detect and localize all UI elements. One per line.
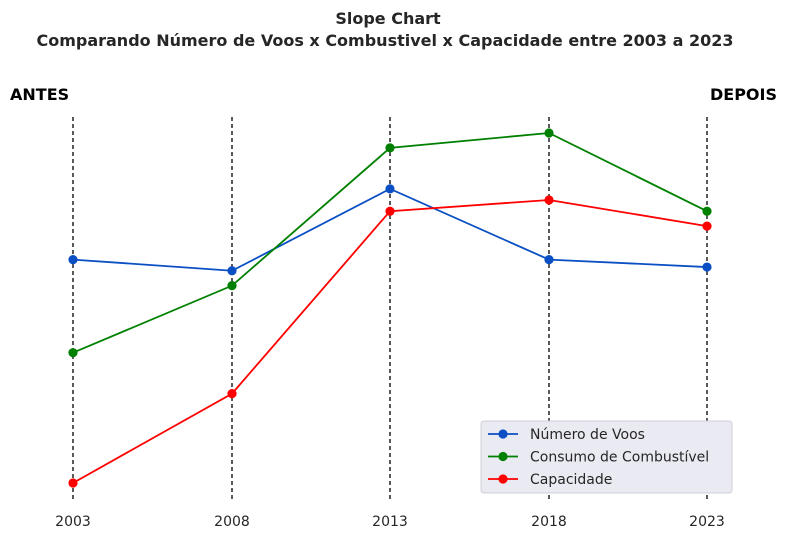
left-label-antes: ANTES [10,85,69,104]
series-layer [68,128,712,488]
legend: Número de Voos Consumo de Combustível Capa… [480,420,733,494]
chart-subtitle: Comparando Número de Voos x Combustivel … [36,31,733,50]
data-point-2-2023 [702,206,712,216]
vertical-reference-lines [72,117,708,500]
chart-title: Slope Chart [335,9,441,28]
legend-box [480,420,733,494]
x-tick-label-2013: 2013 [372,514,408,530]
x-tick-label-2008: 2008 [214,514,250,530]
data-point-3-2003 [68,478,78,488]
right-label-depois: DEPOIS [710,85,777,104]
series-3 [68,195,712,488]
data-point-1-2023 [702,262,712,272]
legend-label-1: Número de Voos [530,427,645,443]
legend-marker-3 [498,474,508,484]
series-line-2 [72,132,708,354]
data-point-3-2013 [385,206,395,216]
x-axis-tick-labels: 2003 2008 2013 2018 2023 [55,514,725,530]
data-point-3-2023 [702,221,712,231]
data-point-2-2013 [385,143,395,153]
series-1 [68,184,712,276]
data-point-3-2018 [544,195,554,205]
legend-marker-2 [498,451,508,462]
legend-marker-1 [498,429,508,439]
data-point-1-2018 [544,254,554,265]
data-point-1-2003 [68,254,78,265]
series-2 [68,128,712,358]
data-point-1-2013 [385,184,395,194]
data-point-2-2008 [227,281,237,291]
x-tick-label-2018: 2018 [531,514,567,530]
data-point-3-2008 [227,389,237,399]
data-point-2-2003 [68,348,78,358]
data-point-2-2018 [544,128,554,138]
legend-label-3: Capacidade [530,472,612,488]
x-tick-label-2023: 2023 [689,514,725,530]
x-tick-label-2003: 2003 [55,514,91,530]
legend-label-2: Consumo de Combustível [530,450,709,466]
data-point-1-2008 [227,266,237,276]
